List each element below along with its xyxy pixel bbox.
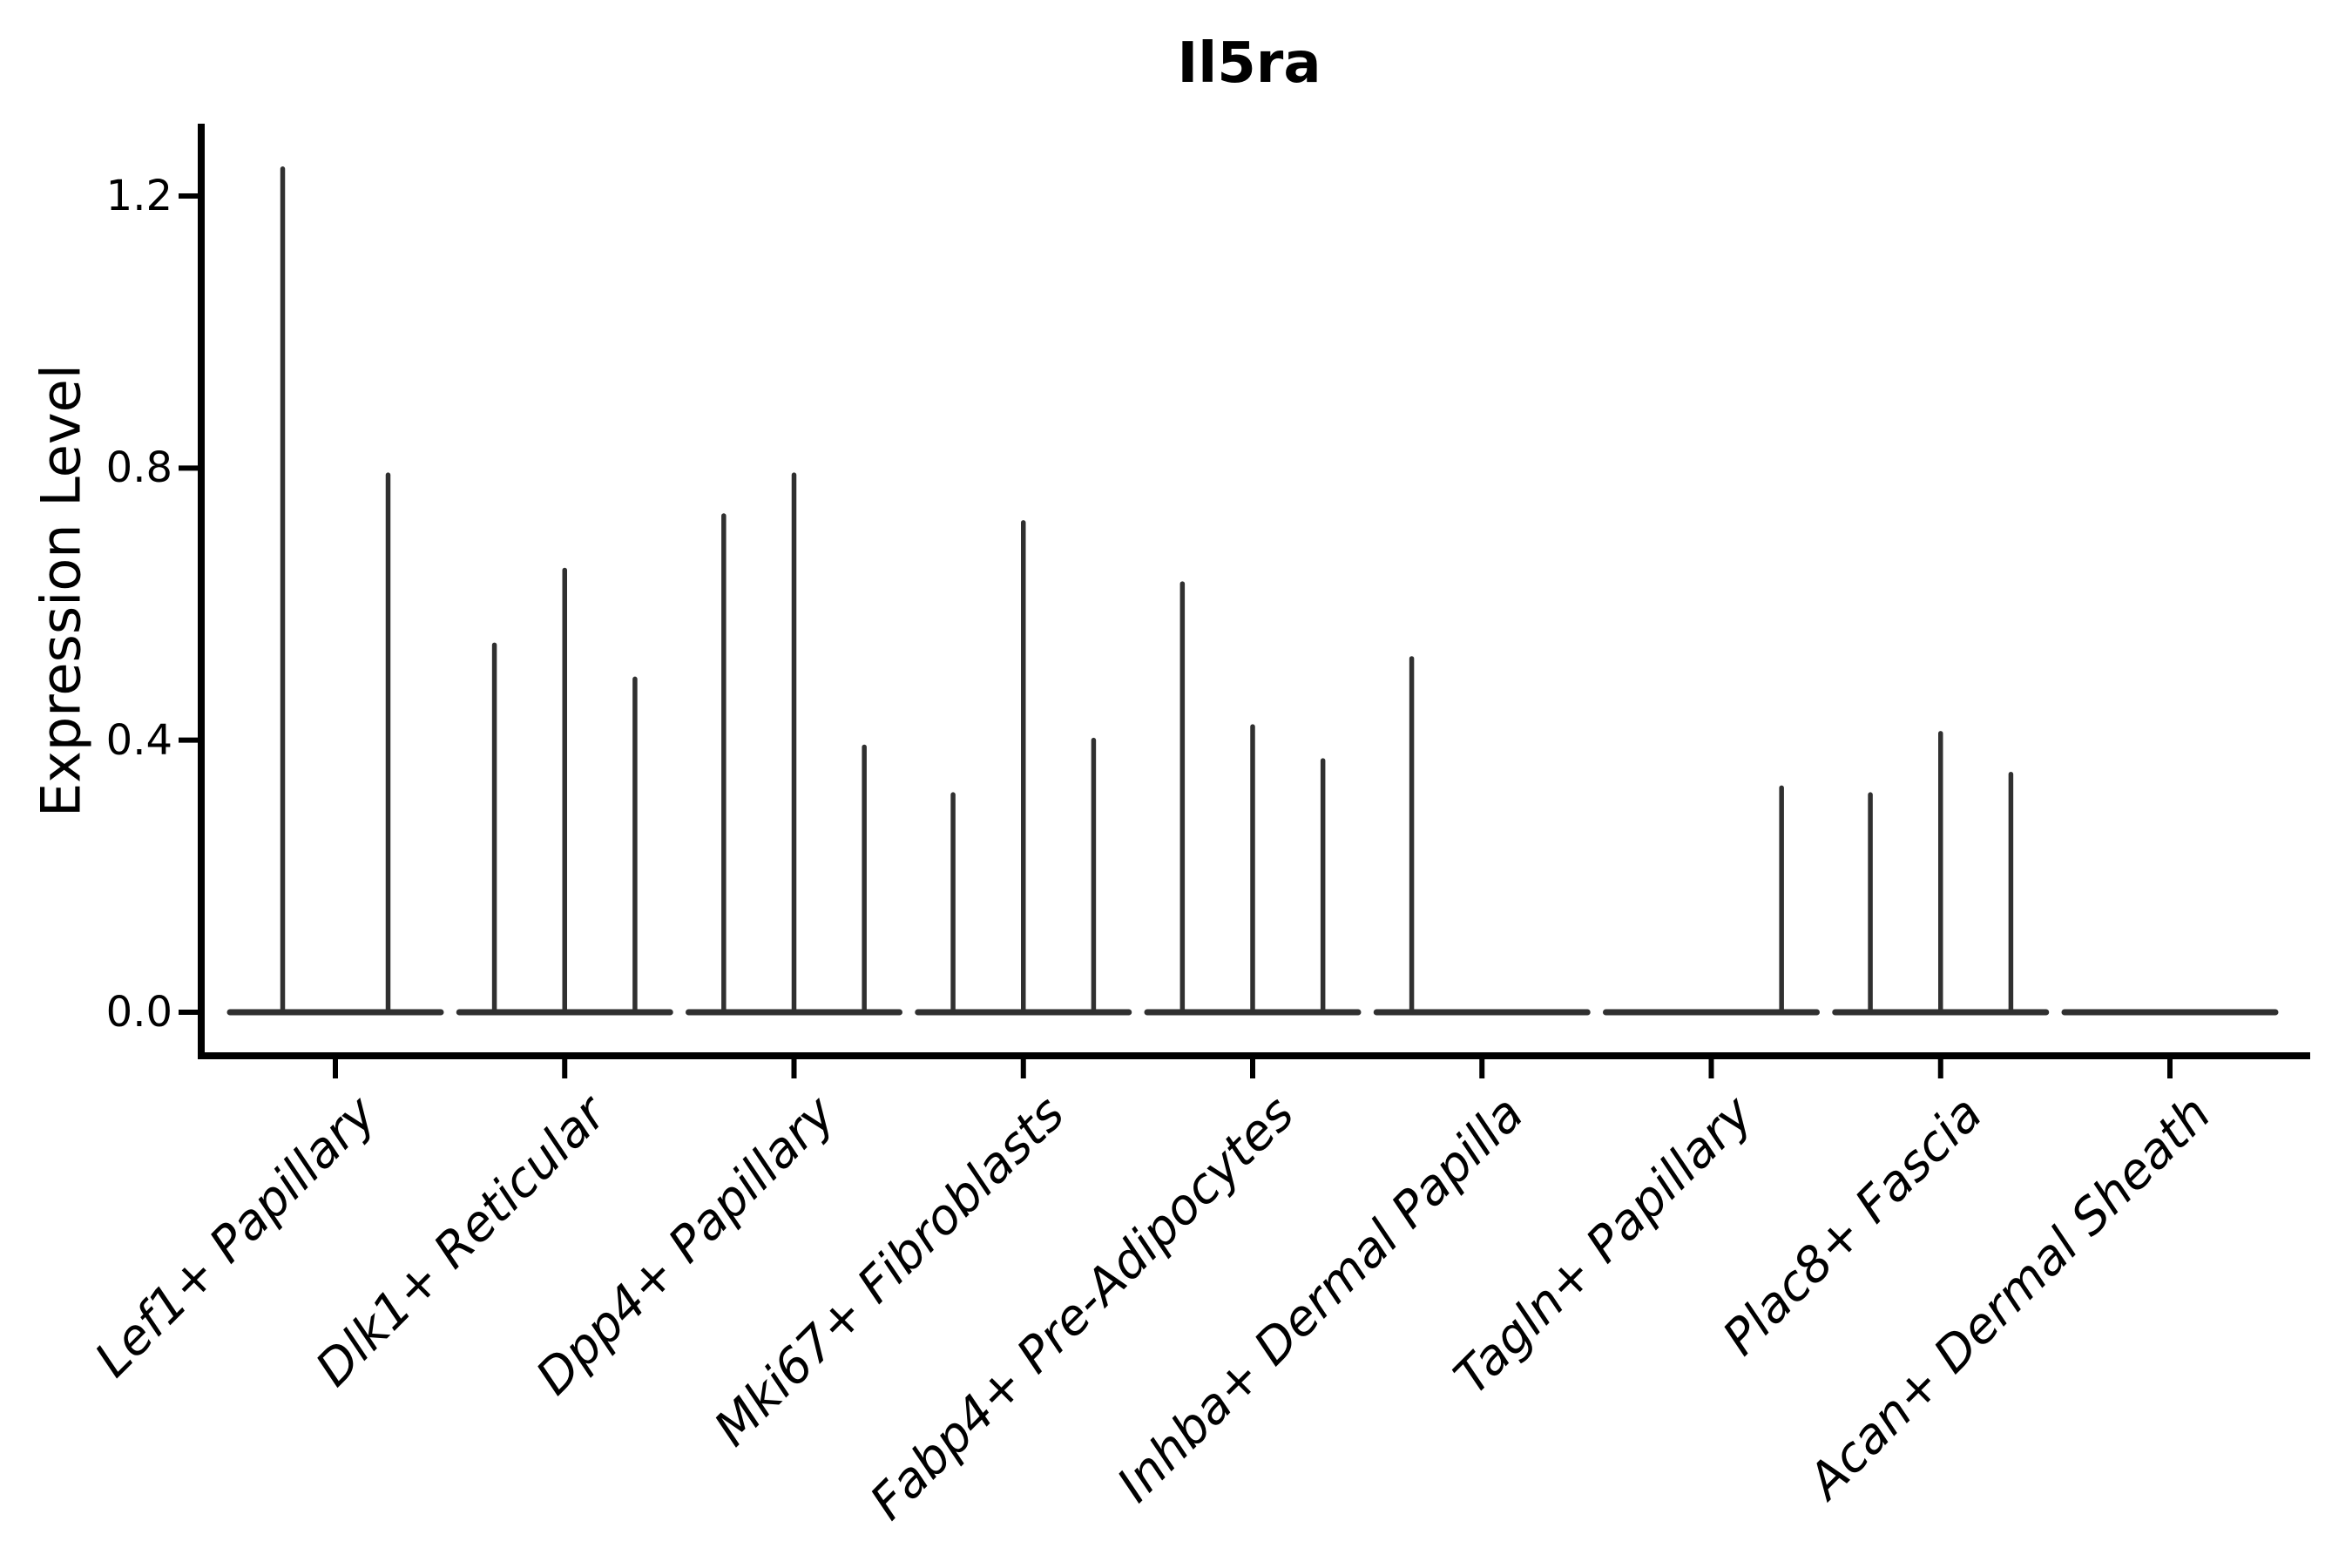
y-tick-label: 0.8 [105, 443, 172, 493]
y-tick-label: 1.2 [105, 172, 172, 221]
y-tick-label: 0.0 [105, 988, 172, 1037]
chart-title: Il5ra [1177, 31, 1321, 96]
y-tick-label: 0.4 [105, 715, 172, 765]
y-axis-label: Expression Level [29, 364, 93, 817]
